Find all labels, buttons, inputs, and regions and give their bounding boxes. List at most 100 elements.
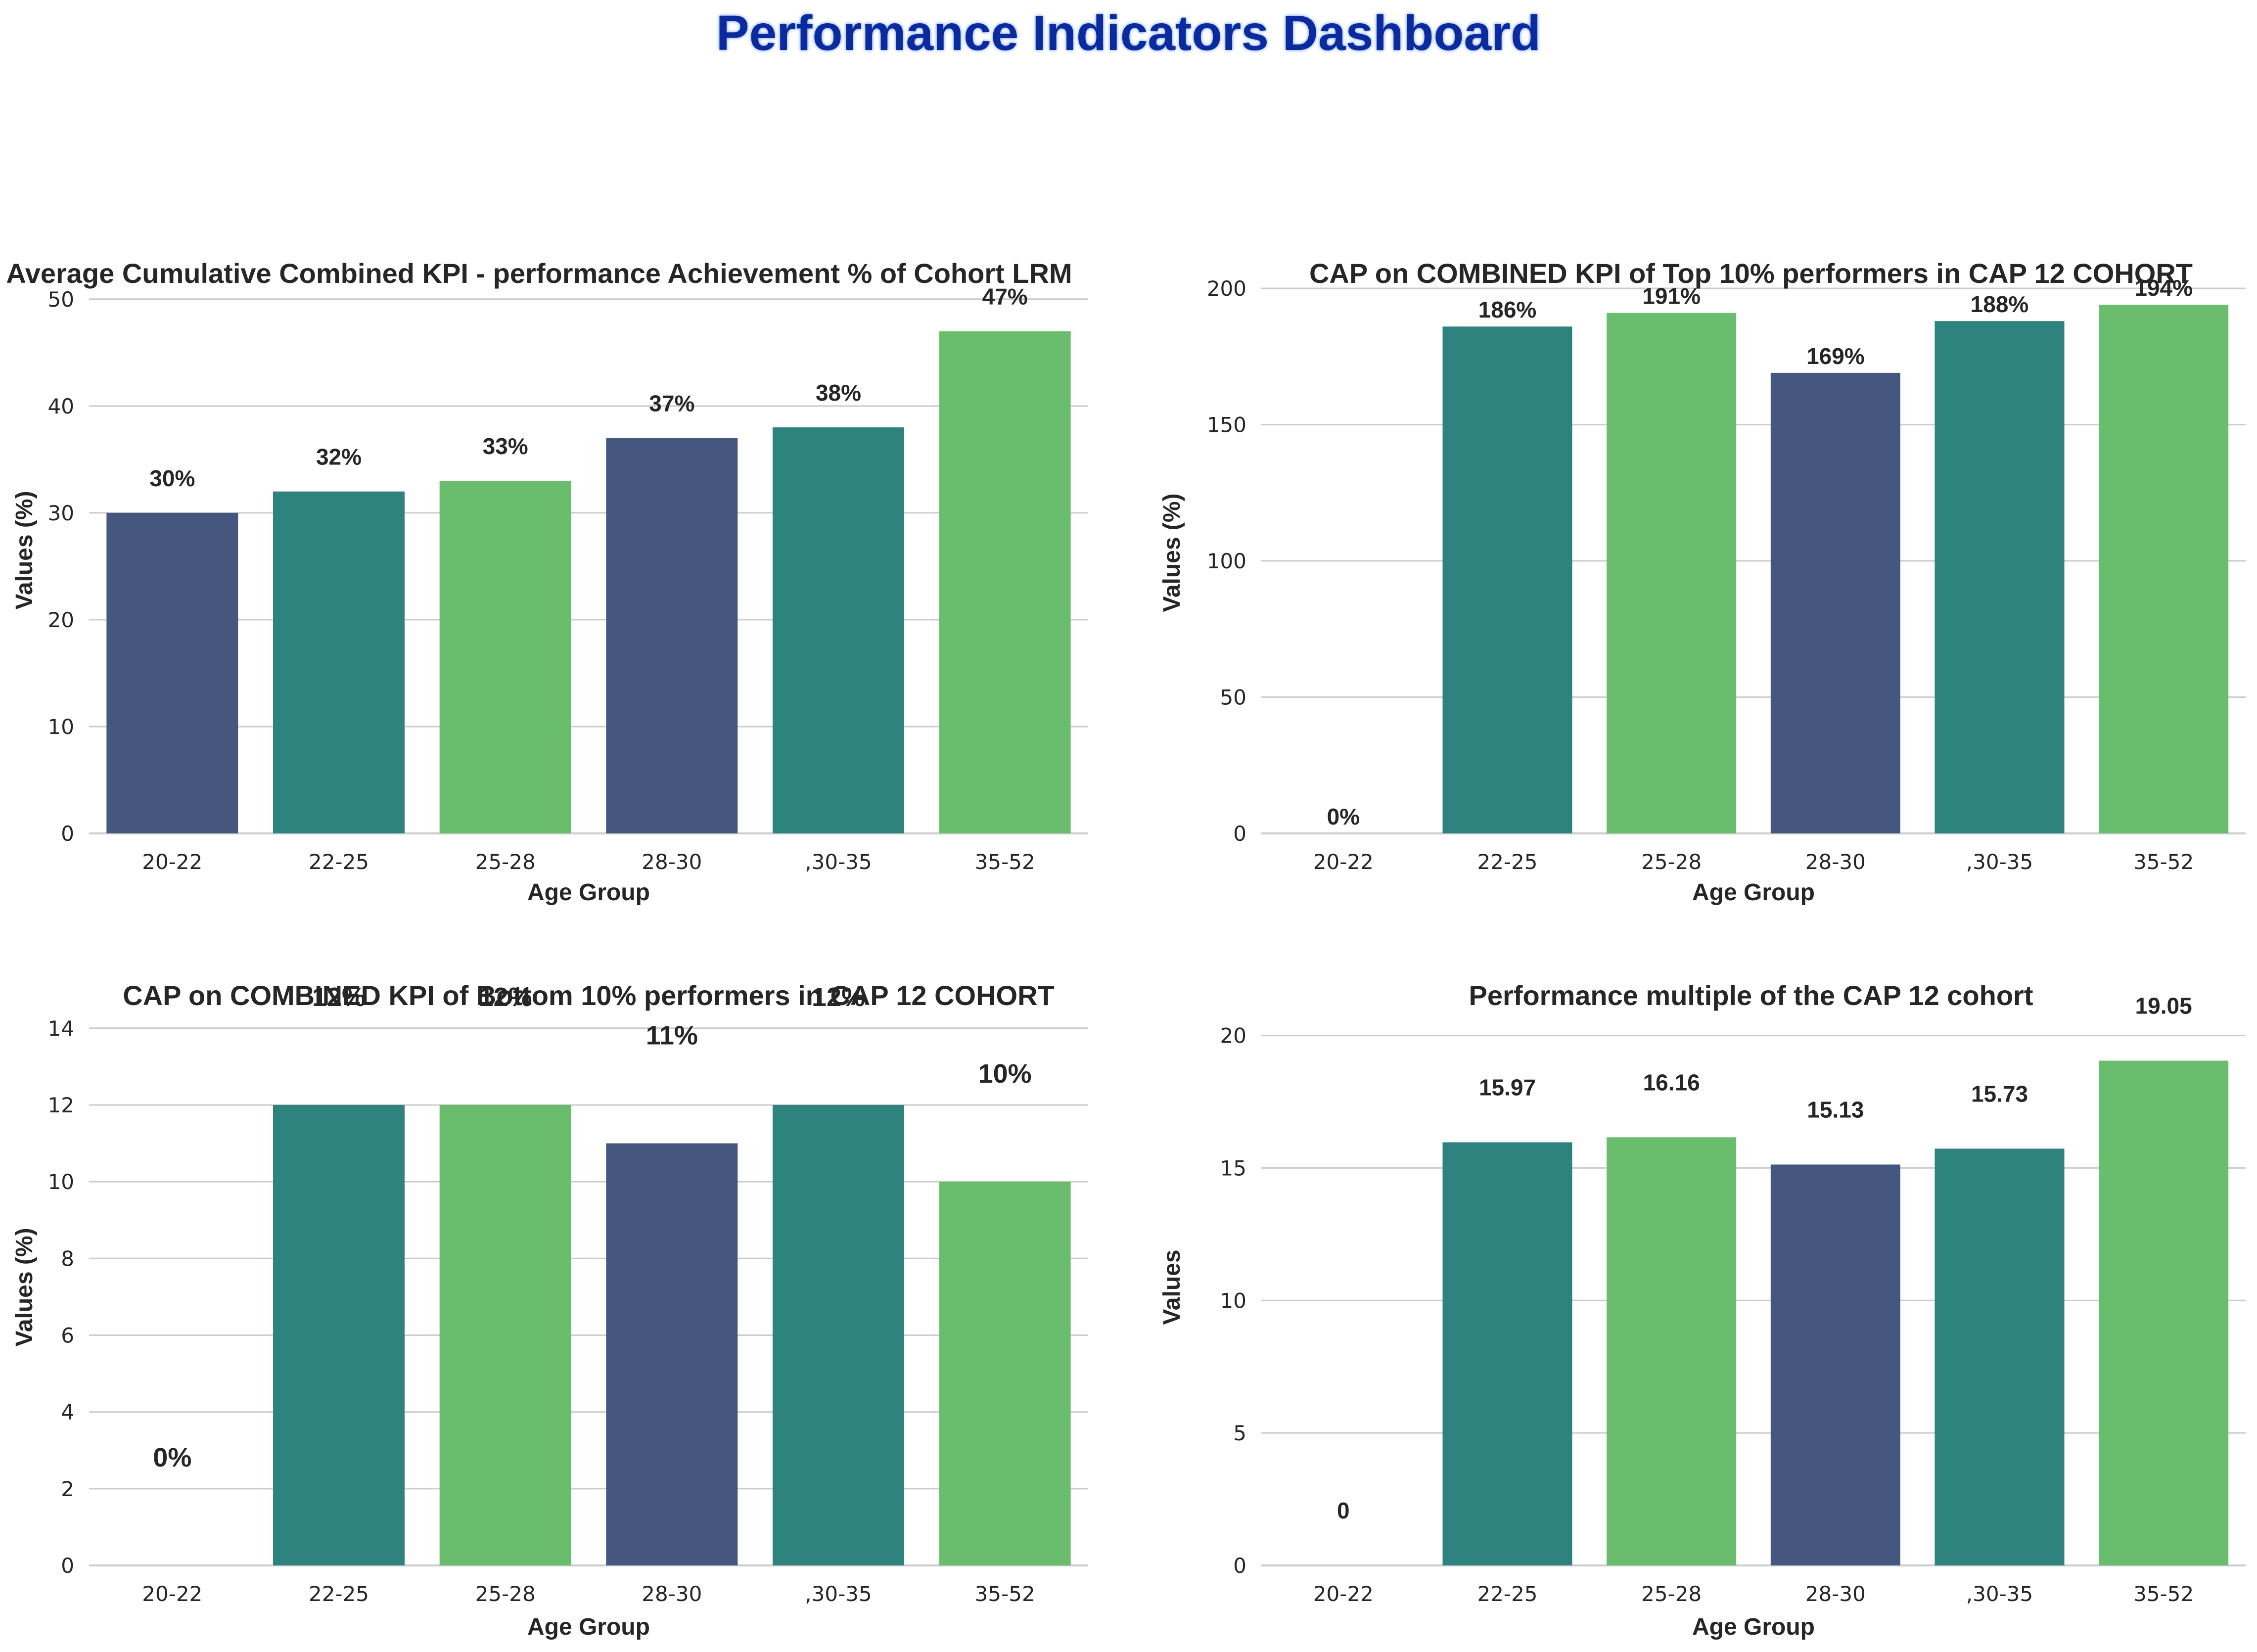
x-tick-label: ,30-35: [1966, 850, 2033, 874]
bar-22-25: [1442, 1142, 1572, 1565]
x-tick-label: 20-22: [142, 1582, 202, 1606]
y-tick-label: 6: [61, 1323, 74, 1347]
x-tick-label: 25-28: [1641, 1582, 1702, 1606]
chart-top-10-performers: 0 50 100 150 200 0% 20-22 186% 22-25 191% 25-28 169…: [1159, 258, 2246, 906]
bar-,30-35: [1935, 321, 2065, 833]
data-label: 0%: [1327, 804, 1360, 829]
data-label: 30%: [149, 465, 195, 491]
bar-35-52: [2099, 1060, 2229, 1565]
y-tick-label: 10: [48, 1170, 74, 1194]
y-tick-label: 50: [1220, 686, 1246, 710]
bar-,30-35: [773, 427, 904, 833]
x-axis-label: Age Group: [1692, 879, 1815, 906]
chart-title: Performance multiple of the CAP 12 cohor…: [1469, 980, 2033, 1011]
data-label: 12%: [479, 982, 532, 1012]
x-tick-label: ,30-35: [805, 850, 872, 874]
y-tick-label: 12: [48, 1093, 74, 1117]
bar-28-30: [1770, 1164, 1900, 1565]
bar-35-52: [2099, 305, 2229, 834]
y-axis-label: Values: [1159, 1249, 1185, 1325]
y-tick-label: 10: [1220, 1288, 1246, 1313]
data-label: 169%: [1806, 343, 1865, 369]
data-label: 10%: [978, 1059, 1032, 1089]
y-tick-label: 10: [48, 715, 74, 739]
y-axis-label: Values (%): [1159, 493, 1185, 612]
bar-25-28: [1607, 313, 1737, 833]
chart-title: CAP on COMBINED KPI of Top 10% performer…: [1309, 258, 2193, 289]
y-tick-label: 150: [1207, 413, 1246, 437]
data-label: 15.73: [1971, 1081, 2028, 1106]
bar-35-52: [939, 1182, 1071, 1565]
data-label: 15.13: [1807, 1097, 1864, 1122]
data-label: 194%: [2134, 275, 2193, 301]
bar-,30-35: [1935, 1148, 2065, 1565]
data-label: 37%: [649, 391, 694, 416]
y-tick-label: 20: [48, 608, 74, 632]
bar-25-28: [439, 1104, 571, 1565]
x-tick-label: 35-52: [975, 1582, 1035, 1606]
bar-28-30: [606, 1143, 738, 1565]
x-tick-label: 28-30: [1805, 1582, 1866, 1606]
data-label: 16.16: [1643, 1069, 1700, 1095]
chart-bottom-10-performers: 0 2 4 6 8 10 12 14 0% 20-22 12% 22-25 12% 25-28 11% 28-…: [11, 980, 1088, 1640]
data-label: 0: [1337, 1498, 1350, 1523]
bar-22-25: [273, 491, 405, 833]
bar-25-28: [1607, 1137, 1737, 1565]
y-tick-label: 100: [1207, 549, 1246, 573]
y-tick-label: 200: [1207, 276, 1246, 301]
x-tick-label: 28-30: [642, 850, 702, 874]
x-tick-label: ,30-35: [1966, 1582, 2033, 1606]
chart-title: CAP on COMBINED KPI of Bottom 10% perfor…: [123, 980, 1055, 1011]
y-tick-label: 2: [61, 1477, 74, 1501]
data-label: 191%: [1642, 283, 1701, 309]
data-label: 32%: [316, 444, 362, 470]
bar-22-25: [273, 1104, 405, 1565]
bar-25-28: [439, 481, 571, 833]
x-tick-label: 35-52: [2133, 1582, 2194, 1606]
data-label: 19.05: [2135, 993, 2192, 1018]
data-label: 186%: [1478, 297, 1537, 322]
y-tick-label: 20: [1220, 1024, 1246, 1048]
y-tick-label: 4: [61, 1400, 74, 1424]
x-tick-label: 20-22: [1313, 1582, 1374, 1606]
data-label: 188%: [1971, 291, 2029, 317]
x-tick-label: ,30-35: [805, 1582, 872, 1606]
x-tick-label: 25-28: [475, 1582, 536, 1606]
y-tick-label: 0: [61, 822, 74, 846]
data-label: 33%: [483, 433, 528, 459]
y-tick-label: 14: [48, 1016, 74, 1041]
bar-20-22: [106, 512, 238, 833]
data-label: 12%: [812, 982, 865, 1012]
x-tick-label: 20-22: [142, 850, 202, 874]
y-axis-label: Values (%): [11, 1228, 38, 1346]
data-label: 38%: [816, 380, 861, 406]
chart-average-cumulative-kpi: 0 10 20 30 40 50 30% 20-22 32% 22-25 33% 25-28 37% 28…: [6, 258, 1088, 906]
chart-title: Average Cumulative Combined KPI - perfor…: [6, 258, 1072, 289]
y-tick-label: 8: [61, 1246, 74, 1271]
x-tick-label: 35-52: [2133, 850, 2194, 874]
y-tick-label: 15: [1220, 1156, 1246, 1180]
data-label: 47%: [982, 284, 1028, 310]
bar-,30-35: [773, 1104, 904, 1565]
x-tick-label: 25-28: [475, 850, 536, 874]
bar-28-30: [1770, 372, 1900, 833]
y-tick-label: 50: [48, 287, 74, 312]
x-tick-label: 22-25: [1477, 850, 1537, 874]
x-tick-label: 28-30: [642, 1582, 702, 1606]
x-tick-label: 28-30: [1805, 850, 1866, 874]
x-tick-label: 22-25: [1477, 1582, 1537, 1606]
data-label: 11%: [646, 1021, 698, 1051]
x-tick-label: 22-25: [309, 1582, 369, 1606]
data-label: 0%: [153, 1443, 191, 1472]
x-tick-label: 25-28: [1641, 850, 1702, 874]
bar-35-52: [939, 331, 1071, 833]
x-axis-label: Age Group: [527, 1614, 650, 1640]
y-tick-label: 5: [1233, 1421, 1246, 1445]
dashboard-title: Performance Indicators Dashboard: [716, 5, 1541, 61]
y-tick-label: 0: [1233, 1554, 1246, 1578]
y-tick-label: 0: [61, 1554, 74, 1578]
x-axis-label: Age Group: [527, 879, 650, 906]
x-axis-label: Age Group: [1692, 1614, 1815, 1640]
y-axis-label: Values (%): [11, 491, 38, 609]
y-tick-label: 0: [1233, 822, 1246, 846]
